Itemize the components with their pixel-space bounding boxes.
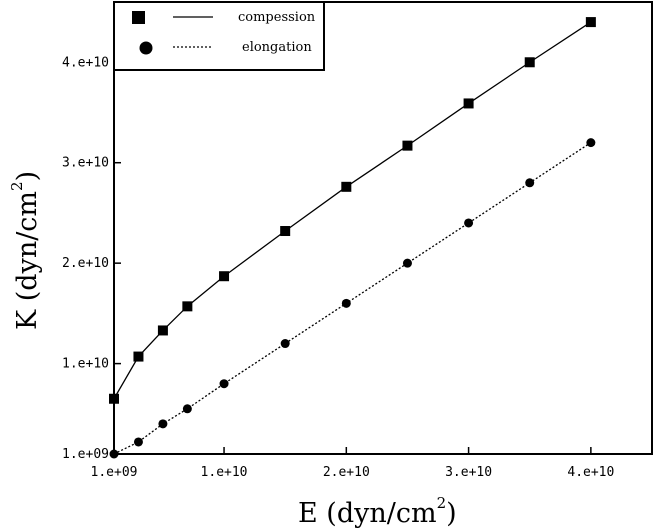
y-tick-label: 2.e+10: [62, 256, 109, 271]
data-point-compession: [157, 325, 168, 336]
plot-frame: [113, 1, 653, 455]
x-tick-label: 1.e+09: [91, 465, 138, 480]
data-point-compession: [585, 17, 596, 28]
legend-label-elongation: elongation: [242, 40, 312, 55]
series-line-compession: [113, 21, 592, 400]
y-tick-label: 1.e+09: [62, 447, 109, 462]
data-point-elongation: [182, 404, 192, 414]
data-point-elongation: [158, 419, 168, 429]
data-point-compession: [463, 98, 474, 109]
legend-label-compession: compession: [238, 10, 316, 25]
data-point-compession: [133, 351, 144, 362]
y-axis-title: K (dyn/cm2): [8, 171, 43, 330]
y-axis-label: K (dyn/cm2): [8, 171, 43, 330]
data-point-compession: [402, 140, 413, 151]
x-axis-title: E (dyn/cm2): [298, 494, 457, 529]
data-point-compession: [182, 301, 193, 312]
y-tick-label: 1.e+10: [62, 357, 109, 372]
data-point-elongation: [109, 449, 119, 459]
legend-box: [113, 1, 325, 71]
x-tick-label: 3.e+10: [445, 465, 492, 480]
data-point-compession: [219, 271, 230, 282]
data-point-compession: [280, 226, 291, 237]
x-tick-label: 2.e+10: [323, 465, 370, 480]
plot-area-border: [113, 1, 653, 455]
data-point-compession: [109, 393, 119, 404]
data-point-elongation: [464, 218, 474, 228]
data-point-elongation: [219, 379, 229, 389]
y-tick-label: 3.e+10: [62, 156, 109, 171]
series-layer: [109, 17, 596, 459]
data-point-elongation: [341, 298, 351, 308]
data-point-compession: [524, 57, 535, 68]
data-point-elongation: [133, 437, 143, 447]
legend-marker-elongation: [139, 41, 153, 55]
data-point-elongation: [402, 258, 412, 268]
data-point-compession: [341, 181, 352, 192]
x-axis-ticks: 1.e+09 1.e+10 2.e+10 3.e+10 4.e+10: [91, 447, 614, 480]
legend: compession elongation: [113, 1, 325, 71]
x-axis-label: E (dyn/cm2): [298, 494, 457, 529]
data-point-elongation: [525, 178, 535, 188]
x-tick-label: 1.e+10: [201, 465, 248, 480]
legend-marker-compession: [132, 11, 145, 24]
data-point-elongation: [586, 138, 596, 148]
y-axis-ticks: 1.e+09 1.e+10 2.e+10 3.e+10 4.e+10: [62, 55, 121, 462]
x-tick-label: 4.e+10: [567, 465, 614, 480]
y-tick-label: 4.e+10: [62, 55, 109, 70]
data-point-elongation: [280, 339, 290, 349]
